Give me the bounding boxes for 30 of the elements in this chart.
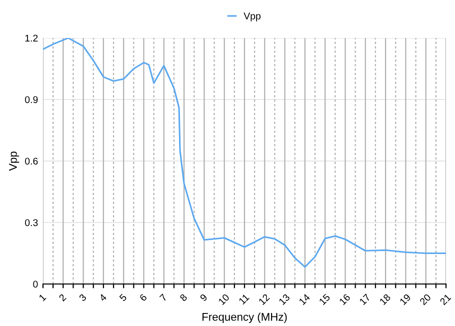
x-tick-label: 18 <box>379 294 391 306</box>
x-tick-label: 5 <box>119 294 128 302</box>
x-tick-label: 11 <box>238 294 250 305</box>
x-tick-label: 6 <box>139 294 148 302</box>
x-tick-label: 2 <box>58 294 66 302</box>
x-tick-label: 20 <box>419 293 432 306</box>
x-tick-label: 10 <box>218 293 230 306</box>
x-tick-label: 21 <box>440 294 452 306</box>
x-tick-label: 12 <box>258 294 270 306</box>
x-tick-label: 3 <box>78 294 87 302</box>
x-tick-label: 8 <box>179 294 188 302</box>
x-tick-label: 7 <box>159 294 168 302</box>
x-tick-label: 1 <box>38 294 46 302</box>
y-axis-title: Vpp <box>9 152 20 171</box>
x-tick-label: 15 <box>318 294 330 306</box>
y-tick-label: 0 <box>33 280 38 288</box>
x-tick-label: 4 <box>98 293 107 302</box>
x-tick-label: 19 <box>399 294 412 306</box>
y-tick-label: 1.2 <box>25 34 38 42</box>
x-axis-title: Frequency (MHz) <box>202 312 287 323</box>
legend-label: Vpp <box>244 12 261 22</box>
x-tick-label: 14 <box>298 293 310 306</box>
x-tick-label: 9 <box>200 294 208 302</box>
x-tick-label: 17 <box>359 294 371 306</box>
line-series <box>43 38 446 268</box>
y-tick-label: 0.9 <box>25 96 38 104</box>
y-tick-label: 0.3 <box>25 219 38 226</box>
x-tick-label: 16 <box>338 294 351 306</box>
y-tick-label: 0.6 <box>25 158 38 165</box>
x-tick-label: 13 <box>278 294 290 306</box>
